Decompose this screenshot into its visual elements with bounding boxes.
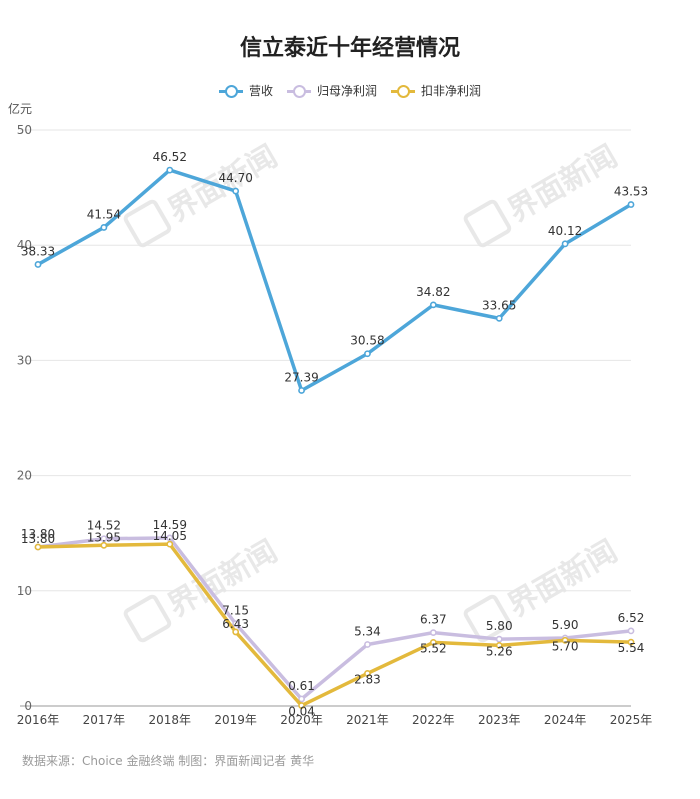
series-line-0 bbox=[37, 168, 632, 393]
data-label: 6.52 bbox=[618, 611, 645, 625]
data-label: 13.80 bbox=[21, 532, 55, 546]
legend-marker-adjusted-net-profit bbox=[391, 84, 415, 98]
x-tick-label: 2020年 bbox=[280, 713, 323, 727]
data-label: 6.37 bbox=[420, 613, 447, 627]
legend-item-adjusted-net-profit[interactable]: 扣非净利润 bbox=[391, 82, 481, 99]
data-point[interactable] bbox=[561, 636, 569, 644]
data-label: 43.53 bbox=[614, 185, 648, 199]
data-point[interactable] bbox=[429, 639, 437, 646]
x-tick-label: 2021年 bbox=[346, 713, 389, 727]
data-label: 5.54 bbox=[618, 641, 645, 655]
legend-label-net-profit: 归母净利润 bbox=[316, 84, 377, 98]
y-tick-label: 0 bbox=[24, 699, 32, 713]
data-label: 38.33 bbox=[21, 244, 55, 258]
data-label: 44.70 bbox=[218, 171, 252, 185]
data-point[interactable] bbox=[429, 301, 437, 309]
y-axis-unit-label: 亿元 bbox=[8, 102, 33, 116]
y-tick-label: 10 bbox=[17, 584, 32, 598]
legend-item-net-profit[interactable]: 归母净利润 bbox=[286, 82, 377, 99]
data-label: 13.80 bbox=[21, 527, 55, 541]
series-line-1 bbox=[37, 536, 632, 701]
data-point[interactable] bbox=[100, 541, 108, 549]
data-point[interactable] bbox=[495, 642, 503, 649]
data-label: 2.83 bbox=[354, 672, 381, 686]
y-tick-label: 50 bbox=[17, 123, 32, 137]
data-label: 14.59 bbox=[153, 518, 187, 532]
chart-title: 信立泰近十年经营情况 bbox=[239, 36, 460, 61]
legend-label-adjusted-net-profit: 扣非净利润 bbox=[421, 84, 482, 98]
x-tick-label: 2023年 bbox=[478, 713, 521, 727]
data-point[interactable] bbox=[495, 635, 503, 643]
x-tick-label: 2025年 bbox=[610, 713, 653, 727]
legend-label-revenue: 营收 bbox=[248, 84, 273, 98]
data-point[interactable] bbox=[298, 695, 305, 703]
data-point[interactable] bbox=[166, 540, 174, 548]
y-tick-label: 40 bbox=[17, 238, 32, 252]
data-point[interactable] bbox=[298, 702, 305, 709]
data-label: 41.54 bbox=[87, 207, 121, 221]
data-label: 5.80 bbox=[486, 619, 513, 633]
data-point[interactable] bbox=[364, 669, 371, 677]
data-label: 5.26 bbox=[486, 644, 513, 658]
data-label: 13.95 bbox=[87, 530, 121, 544]
data-point[interactable] bbox=[429, 629, 437, 637]
x-tick-label: 2018年 bbox=[149, 713, 192, 727]
x-tick-label: 2024年 bbox=[544, 713, 587, 727]
series-line-2 bbox=[37, 542, 632, 708]
data-point[interactable] bbox=[495, 314, 503, 322]
x-tick-label: 2022年 bbox=[412, 713, 455, 727]
data-point[interactable] bbox=[561, 240, 569, 248]
data-point[interactable] bbox=[627, 627, 635, 635]
data-point[interactable] bbox=[166, 534, 174, 542]
data-label: 40.12 bbox=[548, 224, 582, 238]
y-tick-label: 20 bbox=[17, 469, 32, 483]
data-point[interactable] bbox=[364, 641, 371, 648]
data-point[interactable] bbox=[364, 350, 371, 358]
legend-marker-net-profit bbox=[286, 84, 311, 98]
data-point[interactable] bbox=[627, 638, 635, 646]
data-label: 7.15 bbox=[222, 604, 249, 618]
data-label: 5.90 bbox=[552, 618, 579, 632]
data-point[interactable] bbox=[100, 224, 108, 231]
data-point[interactable] bbox=[298, 387, 305, 394]
legend-item-revenue[interactable]: 营收 bbox=[218, 82, 273, 99]
data-label: 0.04 bbox=[288, 705, 315, 719]
data-point[interactable] bbox=[232, 628, 240, 636]
data-point[interactable] bbox=[100, 535, 108, 543]
data-label: 0.61 bbox=[288, 679, 315, 693]
data-point[interactable] bbox=[34, 261, 42, 268]
data-point[interactable] bbox=[627, 201, 635, 208]
data-label: 5.70 bbox=[552, 639, 579, 653]
data-label: 5.34 bbox=[354, 624, 381, 638]
data-label: 46.52 bbox=[153, 150, 187, 164]
y-tick-label: 30 bbox=[17, 353, 32, 367]
x-tick-label: 2016年 bbox=[17, 713, 60, 727]
data-point[interactable] bbox=[232, 187, 240, 195]
data-label: 27.39 bbox=[284, 370, 318, 384]
source-footer: 数据来源：Choice 金融终端 制图：界面新闻记者 黄华 bbox=[22, 754, 315, 768]
data-label: 14.05 bbox=[153, 529, 187, 543]
chart-legend: 营收 归母净利润 扣非净利润 bbox=[0, 82, 700, 99]
data-label: 33.65 bbox=[482, 298, 516, 312]
data-label: 30.58 bbox=[350, 334, 384, 348]
data-point[interactable] bbox=[166, 166, 174, 174]
data-label: 5.52 bbox=[420, 641, 447, 655]
x-tick-label: 2019年 bbox=[214, 713, 257, 727]
data-label: 14.52 bbox=[87, 519, 121, 533]
legend-marker-revenue bbox=[218, 84, 243, 98]
data-label: 6.43 bbox=[222, 617, 249, 631]
x-tick-label: 2017年 bbox=[83, 713, 126, 727]
data-label: 34.82 bbox=[416, 285, 450, 299]
data-point[interactable] bbox=[232, 620, 240, 628]
data-point[interactable] bbox=[34, 543, 42, 551]
